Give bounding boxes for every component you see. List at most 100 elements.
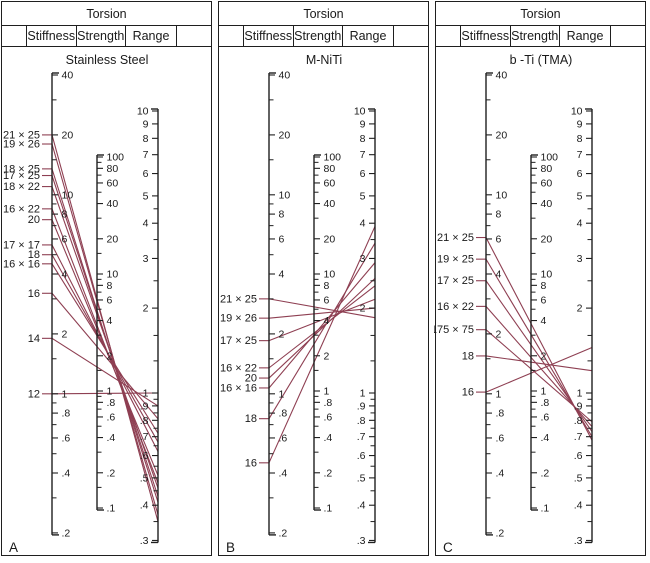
range-tick-label: 9 xyxy=(143,118,149,130)
stiffness-tick-label: .8 xyxy=(62,408,71,420)
strength-tick-label: 20 xyxy=(107,233,119,245)
strength-tick-label: .4 xyxy=(107,432,116,444)
strength-tick-label: .2 xyxy=(107,467,116,479)
stiffness-tick-label: .2 xyxy=(62,527,71,539)
range-tick-label: 8 xyxy=(143,133,149,145)
stiffness-tick-label: 10 xyxy=(62,189,74,201)
range-tick-label: .3 xyxy=(140,535,149,547)
range-tick-label: 1 xyxy=(577,388,583,400)
strength-tick-label: .6 xyxy=(107,411,116,423)
wire-line xyxy=(485,346,593,393)
wire-label: 20 xyxy=(245,373,257,385)
panel-title: b -Ti (TMA) xyxy=(510,53,573,67)
wire-label: 12 xyxy=(28,388,40,400)
stiffness-tick-label: .6 xyxy=(496,432,505,444)
wire-label: 17 × 25 xyxy=(220,335,257,347)
wire-label: 18 × 22 xyxy=(3,181,40,193)
wire-line xyxy=(485,355,593,372)
strength-tick-label: 100 xyxy=(107,152,125,164)
strength-tick-label: 80 xyxy=(107,163,119,175)
stiffness-tick-label: 8 xyxy=(496,209,502,221)
stiffness-tick-label: .2 xyxy=(496,527,505,539)
wire-label: 175 × 75 xyxy=(434,324,474,336)
range-tick-label: 1 xyxy=(143,388,149,400)
stiffness-tick-label: 8 xyxy=(279,209,285,221)
wire-label: 20 xyxy=(28,214,40,226)
range-tick-label: .8 xyxy=(574,415,583,427)
wire-line xyxy=(51,292,159,420)
panel-b-header-title: Torsion xyxy=(219,2,428,26)
wire-label: 17 × 17 xyxy=(3,239,40,251)
strength-tick-label: .8 xyxy=(324,397,333,409)
wire-line xyxy=(268,277,376,379)
strength-tick-label: 1 xyxy=(541,386,547,398)
wire-line xyxy=(268,307,376,319)
stiffness-tick-label: .4 xyxy=(279,468,288,480)
range-tick-label: 3 xyxy=(577,253,583,265)
header-cell-stiffness: Stiffness xyxy=(27,26,77,46)
wire-label: 21 × 25 xyxy=(437,232,474,244)
strength-tick-label: 20 xyxy=(541,233,553,245)
strength-tick-label: 1 xyxy=(324,386,330,398)
strength-tick-label: .6 xyxy=(541,411,550,423)
strength-tick-label: 1 xyxy=(107,386,113,398)
panel-c-header-title: Torsion xyxy=(436,2,645,26)
stiffness-tick-label: 1 xyxy=(62,388,68,400)
wire-label: 21 × 25 xyxy=(220,293,257,305)
range-tick-label: .7 xyxy=(357,431,366,443)
wire-label: 16 × 22 xyxy=(3,203,40,215)
strength-tick-label: .8 xyxy=(541,397,550,409)
wire-label: 19 × 26 xyxy=(220,313,257,325)
range-tick-label: 7 xyxy=(577,149,583,161)
panel-a-header-title: Torsion xyxy=(2,2,211,26)
strength-tick-label: .4 xyxy=(324,432,333,444)
strength-tick-label: 6 xyxy=(324,294,330,306)
panel-b-header-columns: Stiffness Strength Range xyxy=(219,26,428,47)
strength-tick-label: 4 xyxy=(107,315,113,327)
nomogram-chart-B: 40201086421.8.6.4.2100806040201086421.8.… xyxy=(220,53,376,555)
strength-tick-label: 100 xyxy=(324,152,342,164)
range-tick-label: 6 xyxy=(143,168,149,180)
range-tick-label: .5 xyxy=(140,472,149,484)
range-tick-label: 7 xyxy=(360,149,366,161)
stiffness-tick-label: 8 xyxy=(62,209,68,221)
range-tick-label: .9 xyxy=(357,400,366,412)
wire-label: 18 xyxy=(28,249,40,261)
range-tick-label: 2 xyxy=(577,303,583,315)
range-tick-label: 9 xyxy=(577,118,583,130)
range-tick-label: 2 xyxy=(360,303,366,315)
panel-letter: C xyxy=(443,540,453,555)
stiffness-tick-label: 40 xyxy=(62,70,74,82)
stiffness-tick-label: 6 xyxy=(496,233,502,245)
strength-tick-label: 60 xyxy=(324,177,336,189)
panel-a: Torsion Stiffness Strength Range 40 20 10 8… xyxy=(0,0,217,563)
panel-a-header-columns: Stiffness Strength Range xyxy=(2,26,211,47)
strength-tick-label: 40 xyxy=(107,198,119,210)
range-tick-label: 1 xyxy=(360,388,366,400)
panel-a-box: Torsion Stiffness Strength Range xyxy=(1,1,212,556)
range-tick-label: .8 xyxy=(140,415,149,427)
wire-label: 17 × 25 xyxy=(3,170,40,182)
stiffness-tick-label: 1 xyxy=(496,388,502,400)
range-tick-label: .9 xyxy=(574,400,583,412)
strength-tick-label: 8 xyxy=(541,280,547,292)
strength-tick-label: 100 xyxy=(541,152,559,164)
strength-tick-label: 6 xyxy=(541,294,547,306)
panel-letter: B xyxy=(226,540,235,555)
range-tick-label: 5 xyxy=(360,190,366,202)
wire-line xyxy=(268,226,376,464)
stiffness-tick-label: 20 xyxy=(496,129,508,141)
range-tick-label: 4 xyxy=(577,218,583,230)
wire-line xyxy=(51,208,159,484)
range-tick-label: 6 xyxy=(577,168,583,180)
header-cell-strength: Strength xyxy=(77,26,126,46)
strength-tick-label: .1 xyxy=(324,503,333,515)
range-tick-label: 10 xyxy=(571,106,583,118)
stiffness-tick-label: 10 xyxy=(496,189,508,201)
strength-tick-label: .6 xyxy=(324,411,333,423)
stiffness-tick-label: .6 xyxy=(279,432,288,444)
strength-tick-label: .4 xyxy=(541,432,550,444)
stiffness-tick-label: 4 xyxy=(62,269,68,281)
header-cell-stiffness: Stiffness xyxy=(461,26,511,46)
range-tick-label: .4 xyxy=(574,500,583,512)
